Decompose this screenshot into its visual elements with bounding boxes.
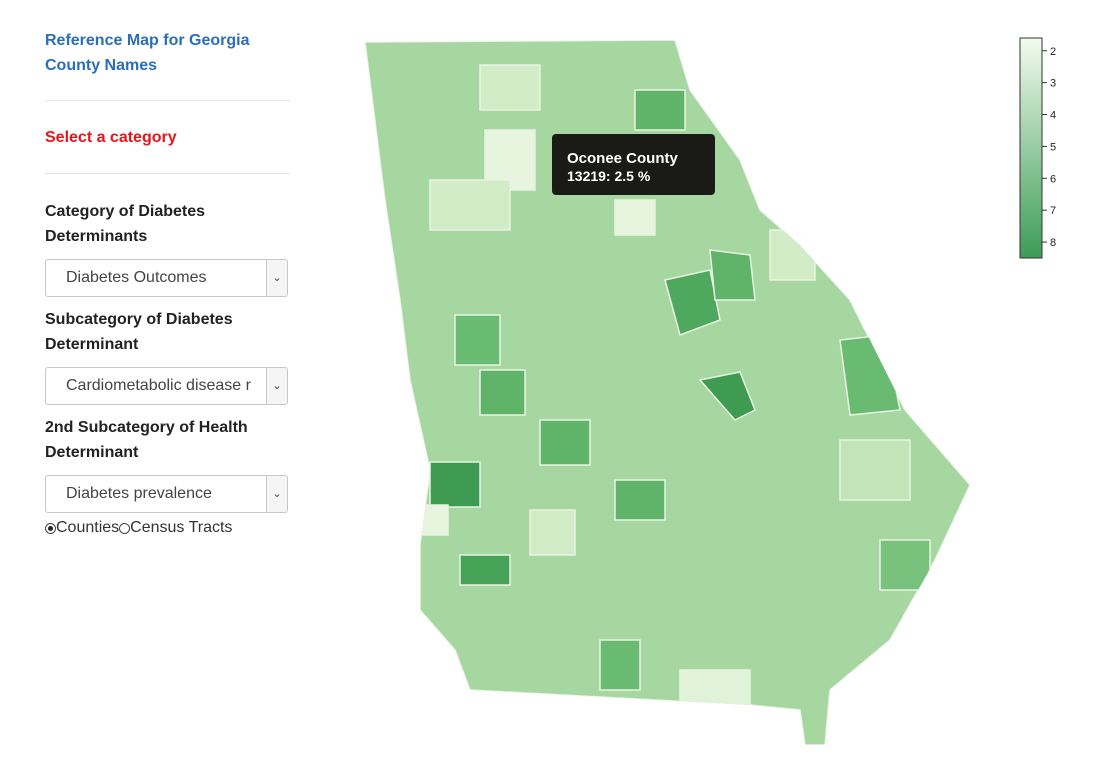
tooltip-value: 13219: 2.5 % bbox=[567, 168, 651, 184]
county bbox=[879, 539, 931, 591]
radio-label: Counties bbox=[56, 519, 120, 536]
legend-tick-label: 6 bbox=[1050, 173, 1056, 185]
radio-button[interactable] bbox=[45, 522, 56, 534]
select-arrow: ⌄ bbox=[266, 368, 287, 404]
field-label: Subcategory of Diabetes Determinant bbox=[45, 311, 233, 353]
county bbox=[634, 89, 686, 131]
radio-group: Counties Census Tracts bbox=[45, 519, 290, 537]
legend-tick-label: 7 bbox=[1050, 205, 1056, 217]
georgia-counties bbox=[365, 40, 970, 745]
legend-tick-label: 3 bbox=[1050, 78, 1056, 90]
divider bbox=[45, 100, 290, 101]
county bbox=[479, 369, 526, 416]
legend: 2 3 4 5 6 7 8 bbox=[1019, 37, 1056, 259]
field-label: 2nd Subcategory of Health Determinant bbox=[45, 419, 248, 461]
state-fill bbox=[365, 40, 970, 745]
select-value: Diabetes prevalence bbox=[66, 485, 212, 502]
tooltip-box bbox=[552, 134, 715, 195]
fields: Category of Diabetes Determinants Diabete… bbox=[45, 199, 290, 513]
reference-link[interactable]: Reference Map for Georgia County Names bbox=[45, 32, 250, 74]
legend-tick-label: 5 bbox=[1050, 141, 1056, 153]
select[interactable]: Diabetes prevalence ⌄ bbox=[45, 475, 288, 513]
select[interactable]: Diabetes Outcomes ⌄ bbox=[45, 259, 288, 297]
sidebar: Reference Map for Georgia County Names S… bbox=[45, 28, 290, 537]
county bbox=[614, 199, 656, 236]
county bbox=[539, 419, 591, 466]
county bbox=[709, 249, 756, 301]
select-arrow: ⌄ bbox=[266, 476, 287, 512]
tooltip-county: Oconee County bbox=[567, 150, 679, 167]
county bbox=[529, 509, 576, 556]
select-value: Diabetes Outcomes bbox=[66, 269, 207, 286]
legend-tick-label: 4 bbox=[1050, 110, 1056, 122]
county bbox=[614, 479, 666, 521]
county bbox=[679, 669, 751, 711]
county bbox=[459, 554, 511, 586]
county bbox=[698, 371, 756, 421]
county bbox=[429, 461, 481, 508]
county bbox=[454, 314, 501, 366]
select-arrow: ⌄ bbox=[266, 260, 287, 296]
county bbox=[484, 129, 536, 191]
select-prompt: Select a category bbox=[45, 129, 177, 146]
select-value: Cardiometabolic disease r bbox=[66, 377, 251, 394]
divider bbox=[45, 173, 290, 174]
county bbox=[599, 639, 641, 691]
legend-bar bbox=[1019, 37, 1043, 259]
county bbox=[429, 179, 511, 231]
field-label: Category of Diabetes Determinants bbox=[45, 203, 206, 245]
county bbox=[839, 439, 911, 501]
tooltip: Oconee County 13219: 2.5 % bbox=[552, 134, 715, 195]
radio-button[interactable] bbox=[119, 522, 131, 534]
radio-label: Census Tracts bbox=[130, 519, 233, 536]
county bbox=[769, 229, 816, 281]
legend-tick-label: 8 bbox=[1050, 237, 1056, 249]
legend-tick-label: 2 bbox=[1050, 46, 1056, 58]
county bbox=[479, 64, 541, 111]
county bbox=[839, 334, 901, 416]
county bbox=[664, 269, 721, 336]
county bbox=[419, 504, 449, 536]
select[interactable]: Cardiometabolic disease r ⌄ bbox=[45, 367, 288, 405]
